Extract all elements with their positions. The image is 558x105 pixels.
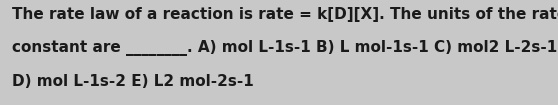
Text: The rate law of a reaction is rate = k[D][X]. The units of the rate: The rate law of a reaction is rate = k[D… — [12, 7, 558, 22]
Text: D) mol L-1s-2 E) L2 mol-2s-1: D) mol L-1s-2 E) L2 mol-2s-1 — [12, 74, 254, 89]
Text: constant are ________. A) mol L-1s-1 B) L mol-1s-1 C) mol2 L-2s-1: constant are ________. A) mol L-1s-1 B) … — [12, 40, 557, 56]
